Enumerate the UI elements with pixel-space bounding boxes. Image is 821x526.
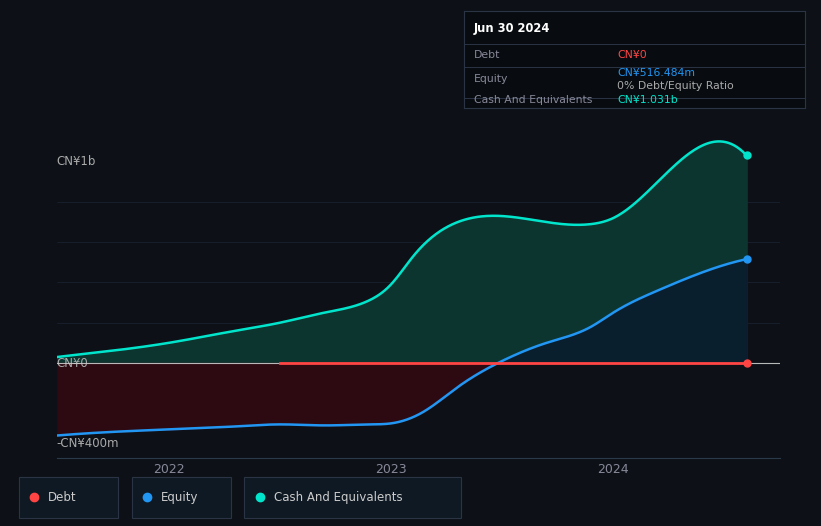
Text: Debt: Debt <box>48 491 76 503</box>
Text: Equity: Equity <box>474 74 508 84</box>
Text: CN¥0: CN¥0 <box>617 50 647 60</box>
Text: Jun 30 2024: Jun 30 2024 <box>474 22 550 35</box>
Text: Cash And Equivalents: Cash And Equivalents <box>474 95 593 105</box>
Text: -CN¥400m: -CN¥400m <box>57 437 119 450</box>
Text: Equity: Equity <box>161 491 199 503</box>
Text: CN¥1b: CN¥1b <box>57 155 96 168</box>
Text: CN¥516.484m: CN¥516.484m <box>617 68 695 78</box>
Text: CN¥1.031b: CN¥1.031b <box>617 95 678 105</box>
FancyBboxPatch shape <box>19 477 118 519</box>
Text: Cash And Equivalents: Cash And Equivalents <box>274 491 402 503</box>
Text: 0% Debt/Equity Ratio: 0% Debt/Equity Ratio <box>617 82 734 92</box>
Text: CN¥0: CN¥0 <box>57 357 89 369</box>
FancyBboxPatch shape <box>131 477 231 519</box>
Text: Debt: Debt <box>474 50 501 60</box>
FancyBboxPatch shape <box>245 477 461 519</box>
